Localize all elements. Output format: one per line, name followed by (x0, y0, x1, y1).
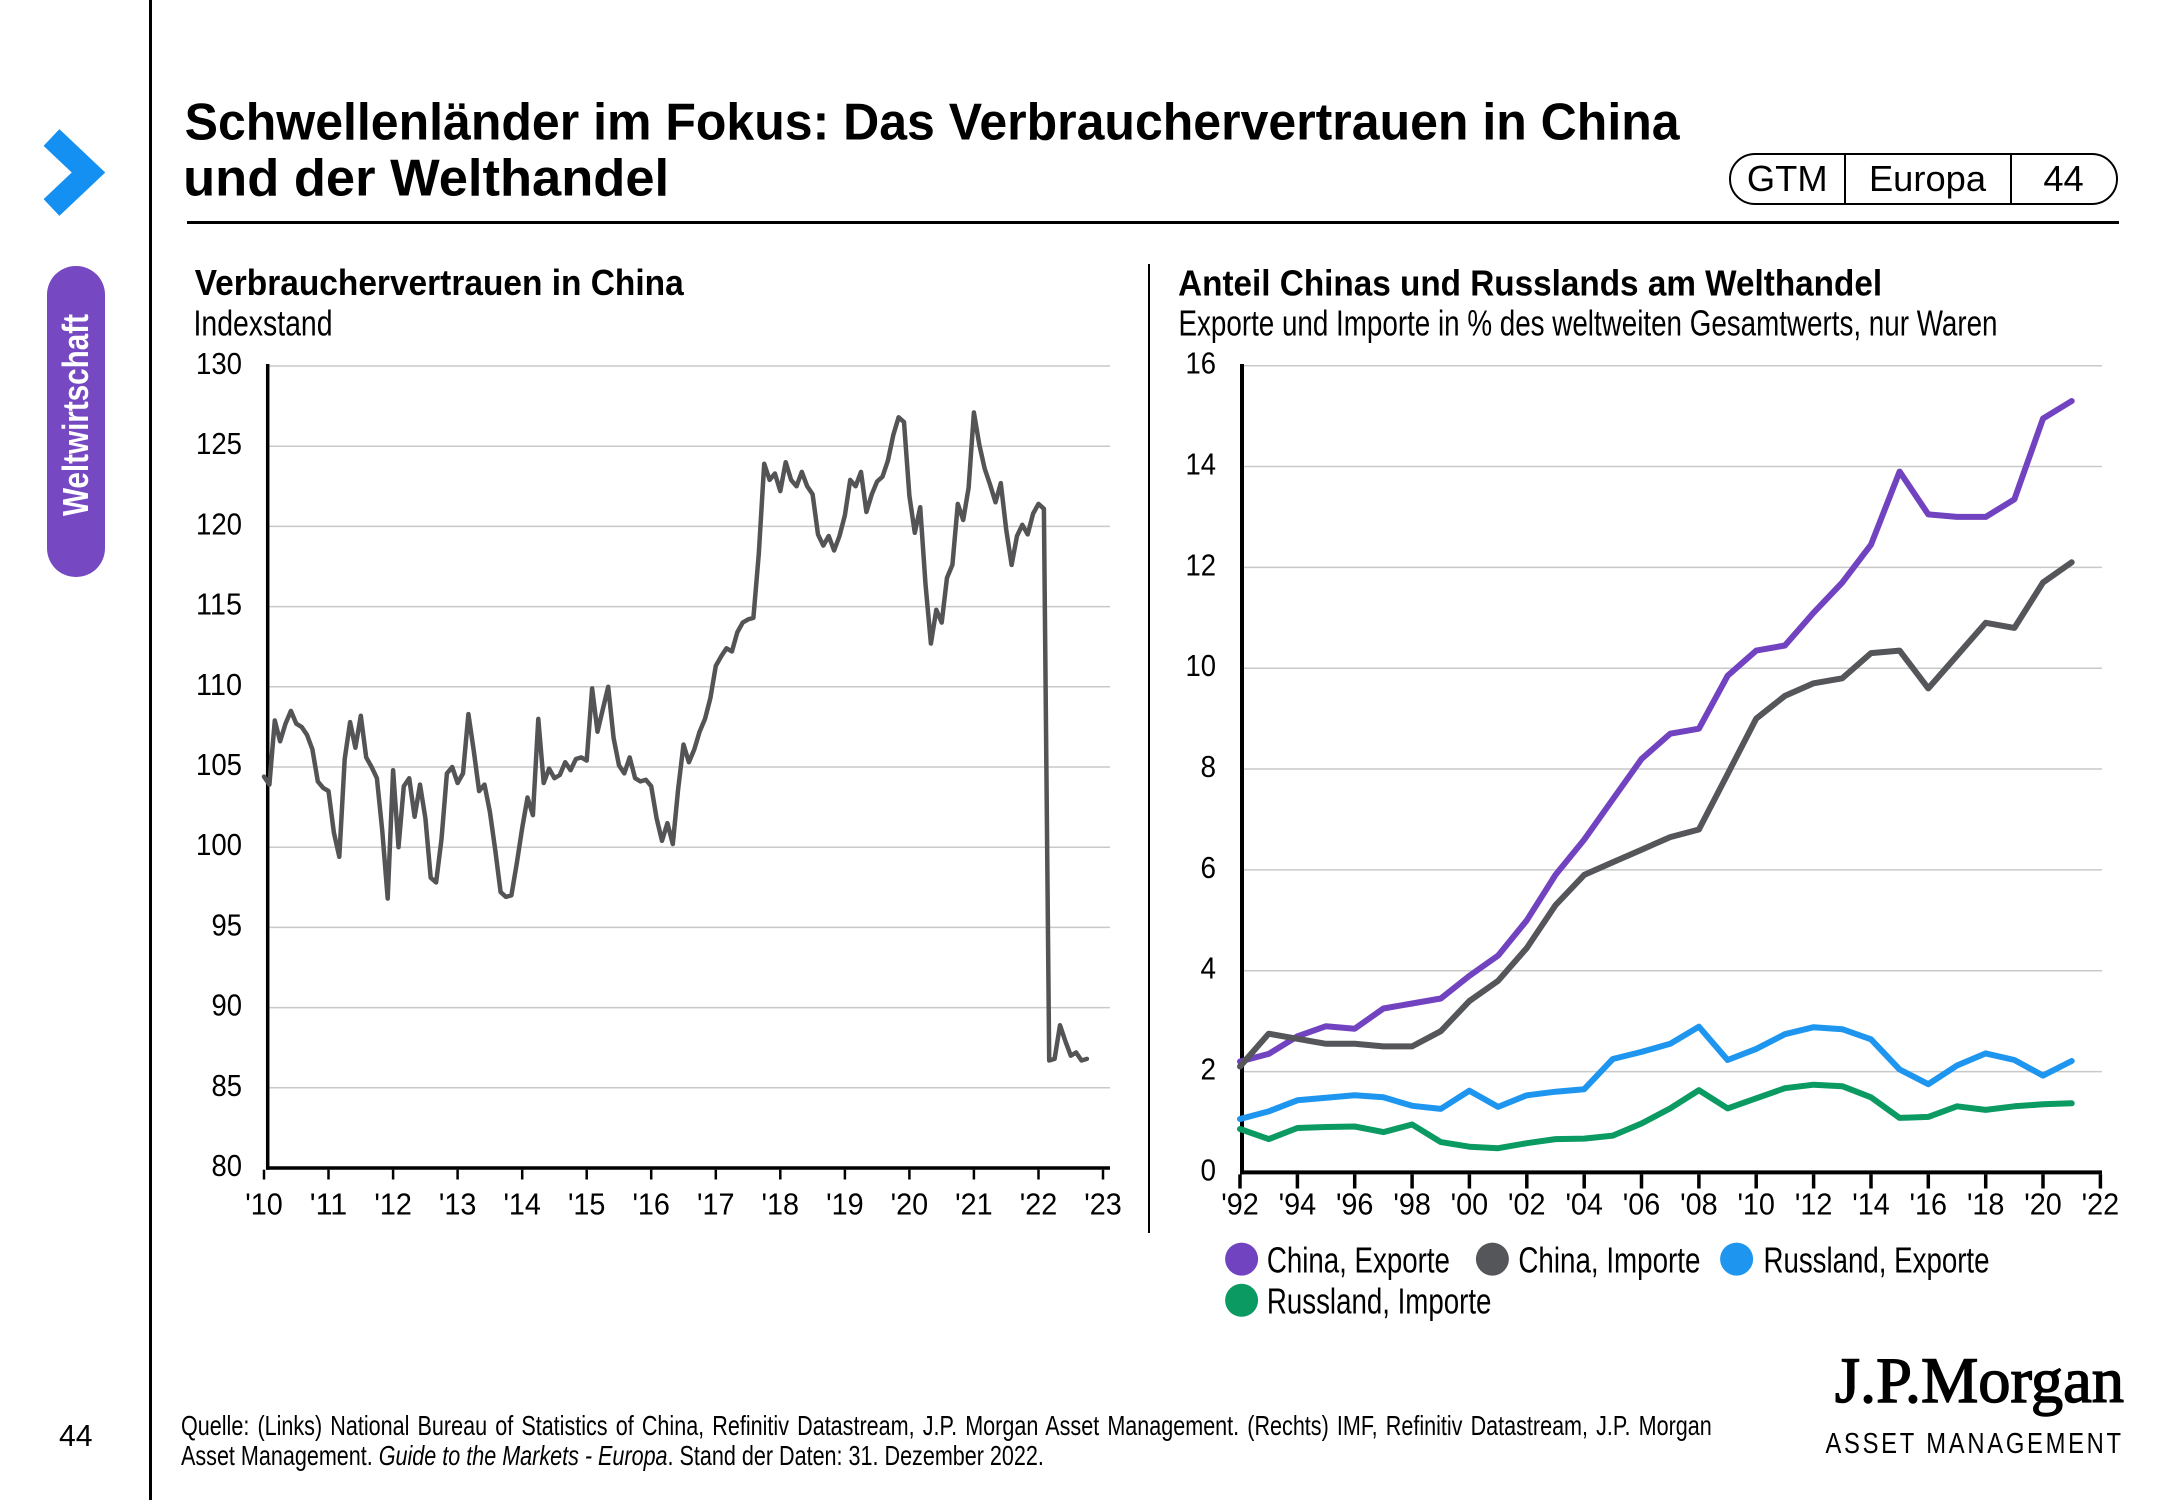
svg-text:'08: '08 (1680, 1188, 1718, 1222)
svg-text:'11: '11 (310, 1188, 348, 1222)
svg-text:'22: '22 (2082, 1188, 2120, 1222)
svg-text:'22: '22 (1020, 1188, 1058, 1222)
svg-text:125: 125 (196, 427, 242, 461)
svg-text:'19: '19 (826, 1188, 864, 1222)
svg-text:4: 4 (1201, 952, 1217, 986)
svg-text:95: 95 (212, 908, 243, 942)
svg-text:'15: '15 (568, 1188, 606, 1222)
svg-text:80: 80 (212, 1149, 243, 1183)
svg-text:Russland, Exporte: Russland, Exporte (1764, 1240, 1990, 1281)
svg-text:Exporte und Importe in % des w: Exporte und Importe in % des weltweiten … (1179, 304, 1998, 344)
svg-text:Russland, Importe: Russland, Importe (1267, 1281, 1492, 1322)
svg-text:'96: '96 (1336, 1188, 1374, 1222)
svg-text:'18: '18 (1967, 1188, 2005, 1222)
svg-text:44: 44 (59, 1419, 93, 1453)
svg-text:'04: '04 (1565, 1188, 1603, 1222)
svg-text:8: 8 (1201, 750, 1217, 784)
svg-text:China, Importe: China, Importe (1518, 1240, 1700, 1281)
svg-text:110: 110 (196, 668, 242, 702)
svg-text:China, Exporte: China, Exporte (1267, 1240, 1450, 1281)
svg-text:'13: '13 (439, 1188, 477, 1222)
svg-text:Anteil Chinas und Russlands am: Anteil Chinas und Russlands am Welthande… (1178, 264, 1882, 304)
svg-text:'23: '23 (1084, 1188, 1122, 1222)
svg-text:'94: '94 (1279, 1188, 1317, 1222)
svg-text:6: 6 (1201, 851, 1217, 885)
svg-text:'06: '06 (1623, 1188, 1661, 1222)
svg-text:14: 14 (1186, 448, 1217, 482)
svg-text:0: 0 (1201, 1153, 1217, 1187)
svg-text:100: 100 (196, 828, 242, 862)
svg-text:Indexstand: Indexstand (194, 303, 333, 343)
svg-text:115: 115 (196, 588, 242, 622)
svg-text:'10: '10 (245, 1188, 283, 1222)
svg-text:'16: '16 (1910, 1188, 1948, 1222)
svg-text:'02: '02 (1508, 1188, 1546, 1222)
svg-text:'18: '18 (762, 1188, 800, 1222)
svg-text:120: 120 (196, 507, 242, 541)
svg-text:10: 10 (1186, 649, 1217, 683)
svg-text:'20: '20 (891, 1188, 929, 1222)
svg-text:Weltwirtschaft: Weltwirtschaft (56, 314, 96, 516)
svg-text:85: 85 (212, 1069, 243, 1103)
svg-text:12: 12 (1186, 548, 1217, 582)
svg-text:90: 90 (212, 989, 243, 1023)
svg-text:130: 130 (196, 347, 242, 381)
svg-text:und der Welthandel: und der Welthandel (183, 150, 669, 208)
svg-text:'21: '21 (955, 1188, 993, 1222)
svg-text:'16: '16 (632, 1188, 670, 1222)
svg-text:'10: '10 (1737, 1188, 1775, 1222)
svg-text:'20: '20 (2024, 1188, 2062, 1222)
svg-text:Verbrauchervertrauen in China: Verbrauchervertrauen in China (195, 263, 685, 303)
svg-text:'98: '98 (1393, 1188, 1431, 1222)
svg-text:'12: '12 (1795, 1188, 1833, 1222)
svg-text:105: 105 (196, 748, 242, 782)
svg-text:'14: '14 (1852, 1188, 1890, 1222)
svg-text:'17: '17 (697, 1188, 735, 1222)
svg-text:'00: '00 (1451, 1188, 1489, 1222)
svg-text:16: 16 (1186, 347, 1217, 381)
svg-text:'12: '12 (374, 1188, 412, 1222)
svg-text:2: 2 (1201, 1053, 1217, 1087)
svg-text:Schwellenländer im Fokus: Das: Schwellenländer im Fokus: Das Verbrauche… (185, 93, 1681, 151)
svg-text:'92: '92 (1221, 1188, 1259, 1222)
svg-text:'14: '14 (503, 1188, 541, 1222)
